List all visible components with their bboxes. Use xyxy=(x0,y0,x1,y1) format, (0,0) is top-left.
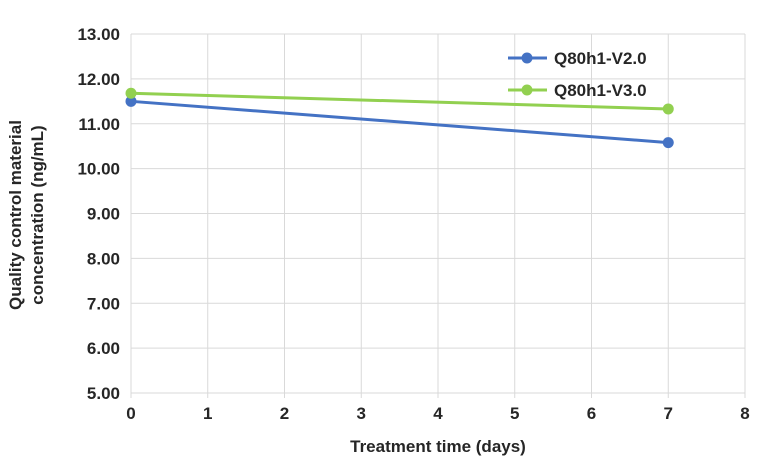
legend: Q80h1-V2.0 Q80h1-V3.0 xyxy=(508,49,647,100)
y-axis-title-line1: Quality control material xyxy=(6,120,25,310)
data-point-Q80h1-V2.0 xyxy=(662,137,674,149)
x-tick-label: 2 xyxy=(280,404,289,423)
y-tick-label: 5.00 xyxy=(87,384,120,403)
data-point-Q80h1-V3.0 xyxy=(662,103,674,115)
x-tick-label: 4 xyxy=(433,404,443,423)
data-series xyxy=(125,87,674,149)
y-tick-label: 7.00 xyxy=(87,294,120,313)
x-tick-label: 1 xyxy=(203,404,212,423)
y-axis-title-line2: concentration (ng/mL) xyxy=(28,125,47,304)
y-tick-label: 10.00 xyxy=(77,160,120,179)
legend-label-series2: Q80h1-V3.0 xyxy=(554,81,647,100)
data-point-Q80h1-V2.0 xyxy=(125,95,137,107)
legend-item-series2: Q80h1-V3.0 xyxy=(508,81,647,100)
x-tick-label: 6 xyxy=(587,404,596,423)
y-tick-label: 11.00 xyxy=(78,115,120,134)
gridlines xyxy=(130,33,746,398)
legend-label-series1: Q80h1-V2.0 xyxy=(554,49,647,68)
y-tick-label: 12.00 xyxy=(77,70,120,89)
y-tick-label: 9.00 xyxy=(87,205,120,224)
x-tick-label: 3 xyxy=(357,404,366,423)
data-point-Q80h1-V3.0 xyxy=(125,87,137,99)
axis-tick-labels: 5.00 6.00 7.00 8.00 9.00 10.00 11.00 12.00 13.00… xyxy=(77,25,749,423)
legend-marker-series1 xyxy=(521,52,533,64)
x-tick-label: 8 xyxy=(740,404,749,423)
y-tick-label: 8.00 xyxy=(87,249,120,268)
series-line-Q80h1-V3.0 xyxy=(130,91,669,111)
legend-item-series1: Q80h1-V2.0 xyxy=(508,49,647,68)
y-tick-label: 13.00 xyxy=(77,25,120,44)
x-tick-label: 5 xyxy=(510,404,519,423)
y-tick-label: 6.00 xyxy=(87,339,120,358)
legend-marker-series2 xyxy=(521,84,533,96)
x-axis-title: Treatment time (days) xyxy=(350,437,526,456)
series-line-Q80h1-V2.0 xyxy=(130,99,669,145)
x-tick-label: 0 xyxy=(126,404,135,423)
x-tick-label: 7 xyxy=(664,404,673,423)
